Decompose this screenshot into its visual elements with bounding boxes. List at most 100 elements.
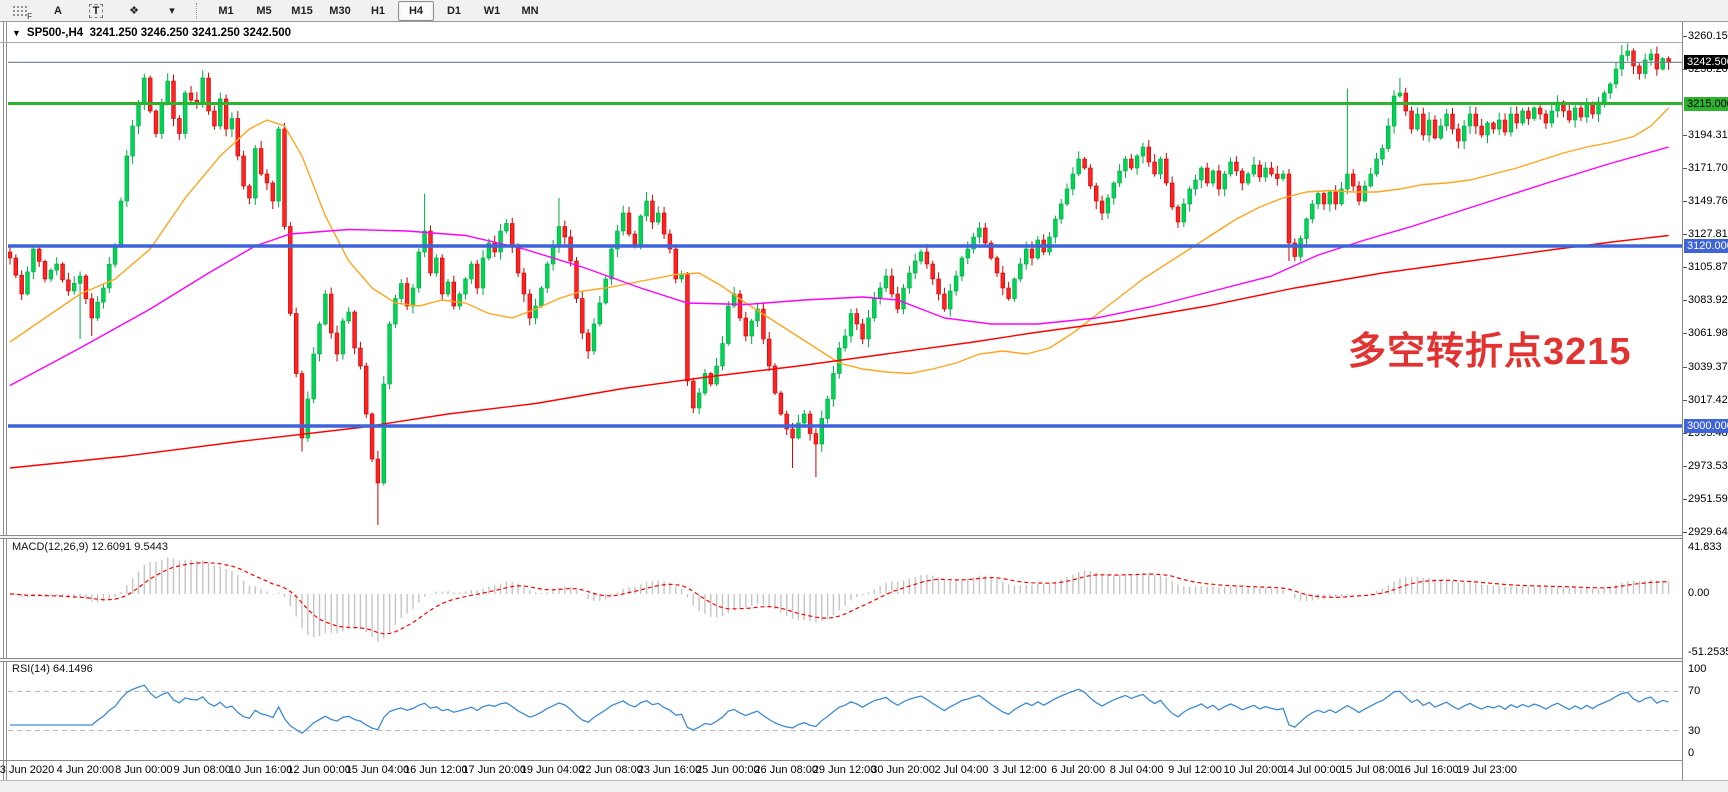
rsi-axis-label: 30 [1688, 725, 1701, 737]
symbol-label: SP500-,H4 [26, 27, 84, 39]
date-axis-label: 12 Jun 00:00 [287, 764, 351, 776]
date-axis-label: 9 Jul 12:00 [1168, 764, 1222, 776]
price-axis-label: 2973.535 [1688, 459, 1728, 472]
rsi-panel-separator[interactable] [0, 658, 1728, 662]
toolbar-separator [196, 2, 202, 19]
date-axis-label: 25 Jun 00:00 [696, 764, 760, 776]
date-axis-label: 15 Jun 04:00 [345, 764, 410, 776]
timeframe-button-m1[interactable]: M1 [218, 4, 234, 17]
date-axis-label: 17 Jun 20:00 [462, 764, 527, 776]
macd-axis-label: 41.833 [1688, 541, 1722, 553]
text-box-icon: T [88, 3, 104, 18]
price-axis-label: 3061.980 [1688, 327, 1728, 340]
price-axis[interactable]: 3260.1503238.2053194.3153171.7053149.760… [1682, 22, 1728, 780]
date-axis-label: 26 Jun 08:00 [754, 764, 819, 776]
macd-panel[interactable] [8, 540, 1682, 658]
macd-label: MACD(12,26,9) 12.6091 9.5443 [12, 541, 168, 553]
timeframe-button-d1[interactable]: D1 [446, 4, 462, 17]
price-badge-3215.000: 3215.000 [1684, 96, 1728, 111]
macd-axis-label: 0.00 [1688, 587, 1710, 599]
price-axis-label: 2929.645 [1688, 525, 1728, 538]
price-axis-label: 3194.315 [1688, 128, 1728, 141]
shapes-button[interactable]: ❖ [129, 5, 139, 17]
price-tick [1683, 531, 1687, 533]
rsi-axis-label: 100 [1688, 663, 1707, 675]
macd-signal-line [9, 562, 1669, 635]
candles-layer [8, 43, 1671, 525]
date-axis-label: 8 Jun 00:00 [115, 764, 173, 776]
chart-ohlc-header[interactable]: ▼ SP500-,H4 3241.250 3246.250 3241.250 32… [12, 27, 291, 39]
ma-mid-magenta [9, 146, 1669, 387]
price-tick [1683, 201, 1687, 203]
plot-top-border [0, 42, 1682, 43]
timeframe-button-h1[interactable]: H1 [370, 4, 386, 17]
timeframe-button-m5[interactable]: M5 [256, 4, 272, 17]
rsi-axis-label: 0 [1688, 747, 1695, 759]
macd-axis-label: -51.2535 [1688, 646, 1728, 658]
price-axis-label: 3105.870 [1688, 261, 1728, 274]
timeframe-button-w1[interactable]: W1 [483, 4, 501, 17]
date-axis-border [0, 760, 1728, 761]
timeframe-button-mn[interactable]: MN [521, 4, 539, 17]
date-axis-label: 14 Jul 00:00 [1281, 764, 1342, 776]
price-axis-label: 3260.150 [1688, 29, 1728, 42]
price-badge-3000.000: 3000.000 [1684, 419, 1728, 433]
rsi-panel[interactable] [8, 662, 1682, 760]
annotate-button[interactable]: A [54, 4, 62, 17]
price-axis-label: 3017.425 [1688, 393, 1728, 406]
price-badge-3120.000: 3120.000 [1684, 239, 1728, 253]
timeframe-button-m30[interactable]: M30 [329, 4, 351, 17]
textbox-button[interactable]: T [78, 1, 114, 21]
price-axis-label: 3039.370 [1688, 360, 1728, 373]
window-bottom-strip [0, 780, 1728, 792]
price-tick [1683, 234, 1687, 236]
date-axis-label: 16 Jul 16:00 [1398, 764, 1459, 776]
date-axis-label: 15 Jul 08:00 [1340, 764, 1401, 776]
pivot-annotation-text[interactable]: 多空转折点3215 [1348, 331, 1632, 373]
date-axis-label: 6 Jul 20:00 [1051, 764, 1106, 776]
date-axis-label: 30 Jun 20:00 [871, 764, 935, 776]
price-tick [1683, 432, 1687, 434]
price-axis-label: 3083.925 [1688, 294, 1728, 307]
toolbar: F A T ❖ ▾ M1 M5 M15 M30 H1 H4 D1 W1 MN [0, 0, 1728, 22]
date-axis-label: 16 Jun 12:00 [404, 764, 468, 776]
price-tick [1683, 267, 1687, 269]
price-axis-label: 3127.815 [1688, 228, 1728, 241]
macd-panel-separator[interactable] [0, 535, 1728, 539]
timeframe-button-m15[interactable]: M15 [291, 4, 313, 17]
price-axis-label: 3149.760 [1688, 195, 1728, 208]
date-axis-label: 9 Jun 08:00 [173, 764, 231, 776]
price-tick [1683, 366, 1687, 368]
shapes-dropdown-icon[interactable]: ▾ [169, 5, 175, 17]
left-frame-line2 [6, 22, 7, 780]
date-axis-label: 19 Jun 04:00 [520, 764, 585, 776]
main-price-chart[interactable] [8, 42, 1682, 535]
date-axis-label: 29 Jun 12:00 [812, 764, 877, 776]
price-tick [1683, 333, 1687, 335]
collapse-icon[interactable]: ▼ [12, 28, 21, 38]
price-badge-3242.500: 3242.500 [1684, 55, 1728, 70]
date-axis-label: 2 Jul 04:00 [934, 764, 989, 776]
date-axis-label: 8 Jul 04:00 [1109, 764, 1164, 776]
left-frame-line [3, 22, 4, 780]
timeframe-buttons: M1 M5 M15 M30 H1 H4 D1 W1 MN [208, 0, 548, 21]
date-axis-label: 10 Jun 16:00 [228, 764, 293, 776]
price-tick [1683, 35, 1687, 37]
rsi-label: RSI(14) 64.1496 [12, 663, 93, 675]
price-tick [1683, 134, 1687, 136]
price-axis-label: 3171.705 [1688, 162, 1728, 175]
price-tick [1683, 465, 1687, 467]
timeframe-button-h4[interactable]: H4 [398, 0, 434, 21]
ohlc-values: 3241.250 3246.250 3241.250 3242.500 [89, 27, 292, 39]
price-tick [1683, 399, 1687, 401]
grid-f-icon[interactable]: F [2, 1, 38, 21]
date-axis-label: 23 Jun 16:00 [637, 764, 702, 776]
rsi-line [10, 684, 1669, 734]
macd-histogram [15, 557, 1670, 642]
price-tick [1683, 300, 1687, 302]
price-tick [1683, 168, 1687, 170]
price-axis-label: 2951.590 [1688, 492, 1728, 505]
date-axis-label: 4 Jun 20:00 [56, 764, 115, 776]
rsi-axis-label: 70 [1688, 685, 1701, 697]
